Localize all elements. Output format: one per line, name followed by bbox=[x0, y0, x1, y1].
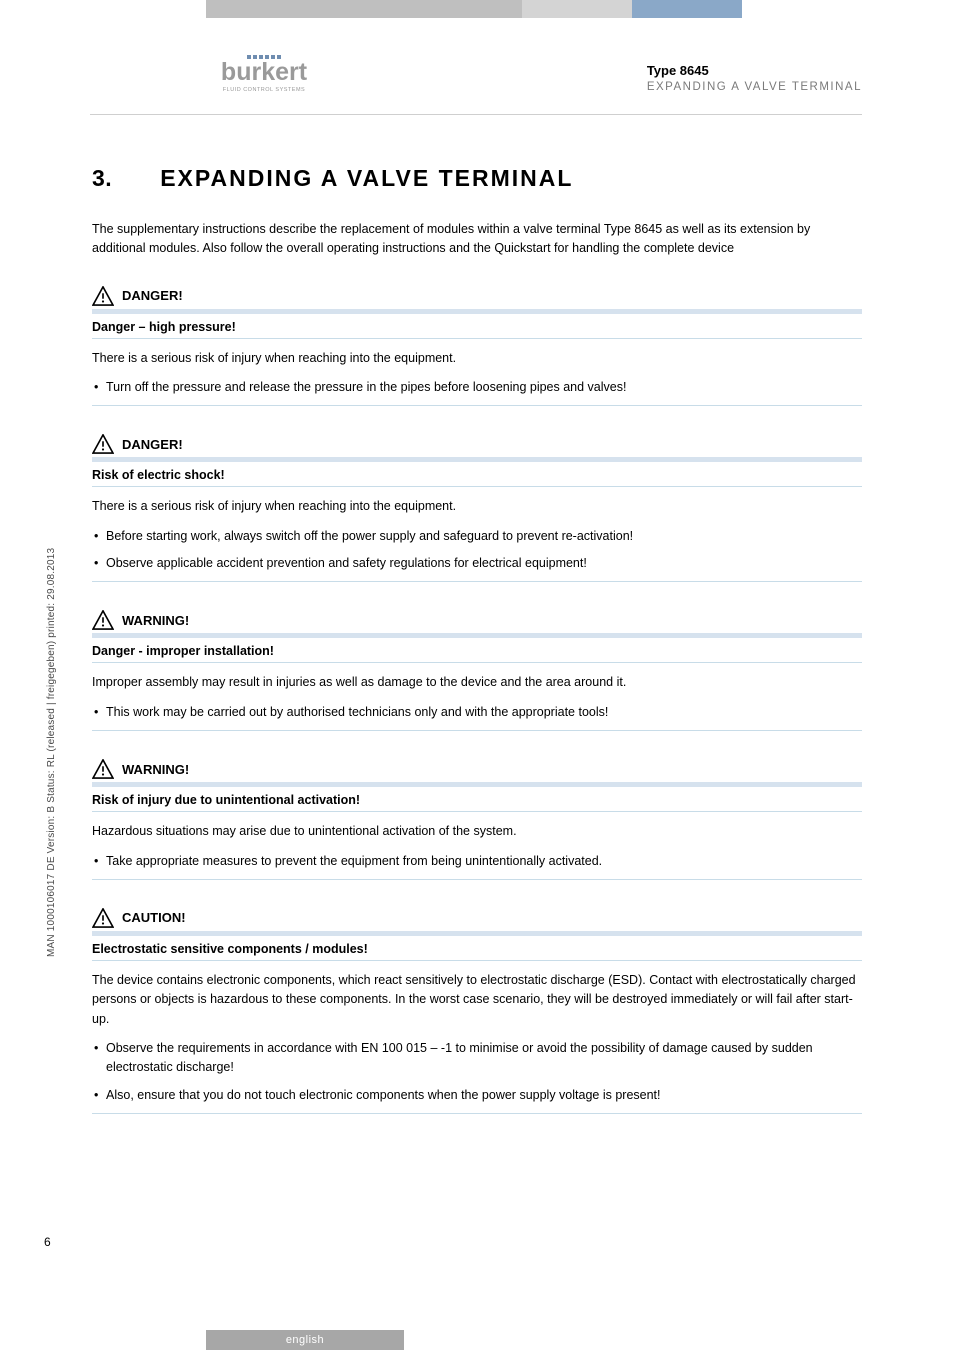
alert-body: There is a serious risk of injury when r… bbox=[92, 497, 862, 516]
alert-list-item: This work may be carried out by authoris… bbox=[92, 703, 862, 722]
alert-label: WARNING! bbox=[122, 613, 189, 628]
logo-text: burkert bbox=[221, 60, 307, 85]
alert-list: Observe the requirements in accordance w… bbox=[92, 1039, 862, 1105]
alert-list: Before starting work, always switch off … bbox=[92, 527, 862, 574]
alert-list-item: Take appropriate measures to prevent the… bbox=[92, 852, 862, 871]
alert-block: DANGER! Risk of electric shock! There is a… bbox=[92, 434, 862, 582]
alert-label: WARNING! bbox=[122, 762, 189, 777]
section-title: 3. EXPANDING A VALVE TERMINAL bbox=[92, 165, 862, 192]
main-content: 3. EXPANDING A VALVE TERMINAL The supple… bbox=[92, 165, 862, 1142]
alert-rule bbox=[92, 662, 862, 663]
warning-triangle-icon bbox=[92, 908, 114, 928]
warning-triangle-icon bbox=[92, 434, 114, 454]
alert-label: DANGER! bbox=[122, 288, 183, 303]
alert-head: WARNING! bbox=[92, 759, 862, 779]
alert-rule bbox=[92, 581, 862, 582]
warning-triangle-icon bbox=[92, 286, 114, 306]
page-number: 6 bbox=[44, 1235, 51, 1249]
alerts-container: DANGER! Danger – high pressure! There is a… bbox=[92, 286, 862, 1115]
intro-paragraph: The supplementary instructions describe … bbox=[92, 220, 862, 258]
section-number: 3. bbox=[92, 165, 112, 192]
alert-label: CAUTION! bbox=[122, 910, 186, 925]
header-rule bbox=[90, 114, 862, 115]
alert-head: CAUTION! bbox=[92, 908, 862, 928]
alert-label: DANGER! bbox=[122, 437, 183, 452]
alert-rule bbox=[92, 405, 862, 406]
alert-list-item: Observe applicable accident prevention a… bbox=[92, 554, 862, 573]
alert-list-item: Observe the requirements in accordance w… bbox=[92, 1039, 862, 1078]
top-color-bar bbox=[206, 0, 954, 18]
top-bar-seg-3 bbox=[632, 0, 742, 18]
alert-subtitle: Danger – high pressure! bbox=[92, 320, 862, 334]
alert-list-item: Also, ensure that you do not touch elect… bbox=[92, 1086, 862, 1105]
alert-list-item: Turn off the pressure and release the pr… bbox=[92, 378, 862, 397]
alert-bar bbox=[92, 309, 862, 314]
top-bar-seg-2 bbox=[522, 0, 632, 18]
top-bar-seg-1 bbox=[206, 0, 522, 18]
alert-subtitle: Danger - improper installation! bbox=[92, 644, 862, 658]
logo-subtext: FLUID CONTROL SYSTEMS bbox=[223, 87, 305, 93]
alert-body: Improper assembly may result in injuries… bbox=[92, 673, 862, 692]
alert-subtitle: Risk of electric shock! bbox=[92, 468, 862, 482]
alert-rule bbox=[92, 730, 862, 731]
alert-body: The device contains electronic component… bbox=[92, 971, 862, 1029]
alert-rule bbox=[92, 338, 862, 339]
alert-bar bbox=[92, 782, 862, 787]
alert-block: CAUTION! Electrostatic sensitive componen… bbox=[92, 908, 862, 1114]
alert-block: WARNING! Risk of injury due to unintentio… bbox=[92, 759, 862, 880]
alert-rule bbox=[92, 1113, 862, 1114]
alert-subtitle: Electrostatic sensitive components / mod… bbox=[92, 942, 862, 956]
warning-triangle-icon bbox=[92, 610, 114, 630]
alert-block: WARNING! Danger - improper installation! I… bbox=[92, 610, 862, 731]
alert-list-item: Before starting work, always switch off … bbox=[92, 527, 862, 546]
alert-list: This work may be carried out by authoris… bbox=[92, 703, 862, 722]
alert-rule bbox=[92, 811, 862, 812]
alert-head: DANGER! bbox=[92, 286, 862, 306]
alert-bar bbox=[92, 457, 862, 462]
alert-list: Turn off the pressure and release the pr… bbox=[92, 378, 862, 397]
alert-bar bbox=[92, 633, 862, 638]
alert-head: WARNING! bbox=[92, 610, 862, 630]
alert-body: There is a serious risk of injury when r… bbox=[92, 349, 862, 368]
alert-subtitle: Risk of injury due to unintentional acti… bbox=[92, 793, 862, 807]
header-right: Type 8645 EXPANDING A VALVE TERMINAL bbox=[647, 63, 862, 93]
alert-rule bbox=[92, 879, 862, 880]
alert-rule bbox=[92, 486, 862, 487]
header-subtitle: EXPANDING A VALVE TERMINAL bbox=[647, 81, 862, 93]
alert-head: DANGER! bbox=[92, 434, 862, 454]
side-version-text: MAN 1000106017 DE Version: B Status: RL … bbox=[46, 548, 57, 957]
alert-block: DANGER! Danger – high pressure! There is a… bbox=[92, 286, 862, 407]
type-label: Type 8645 bbox=[647, 63, 862, 78]
warning-triangle-icon bbox=[92, 759, 114, 779]
logo: burkert FLUID CONTROL SYSTEMS bbox=[206, 55, 322, 103]
alert-rule bbox=[92, 960, 862, 961]
alert-body: Hazardous situations may arise due to un… bbox=[92, 822, 862, 841]
top-bar-pad bbox=[742, 0, 954, 18]
alert-list: Take appropriate measures to prevent the… bbox=[92, 852, 862, 871]
alert-bar bbox=[92, 931, 862, 936]
footer-language: english bbox=[206, 1330, 404, 1350]
section-heading: EXPANDING A VALVE TERMINAL bbox=[160, 165, 573, 192]
